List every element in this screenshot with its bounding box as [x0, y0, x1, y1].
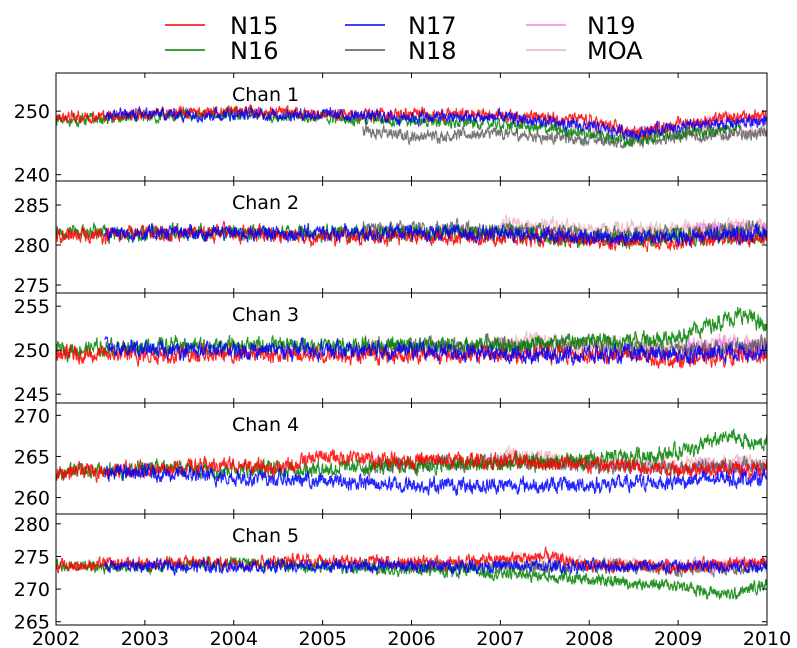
- y-tick-label: 260: [14, 488, 50, 510]
- x-tick-label: 2005: [298, 628, 346, 648]
- y-tick-label: 285: [14, 195, 50, 217]
- panel-label: Chan 4: [232, 414, 299, 436]
- panel-1: 240 250 Chan 1: [14, 72, 768, 187]
- y-tick-label: 280: [14, 514, 50, 536]
- x-tick-label: 2009: [654, 628, 702, 648]
- panel-3: 245 250 255 Chan 3: [14, 292, 768, 406]
- series-n19-panel-2: [686, 219, 767, 239]
- panel-4: 260 265 270 Chan 4: [14, 402, 768, 515]
- x-tick-label: 2006: [387, 628, 435, 648]
- legend-label-n18: N18: [408, 37, 457, 65]
- x-tick-label: 2007: [476, 628, 524, 648]
- legend-label-n19: N19: [587, 12, 636, 40]
- x-tick-label: 2004: [210, 628, 258, 648]
- panel-label: Chan 3: [232, 304, 299, 326]
- series-n18-panel-4: [362, 451, 767, 479]
- y-tick-label: 275: [14, 275, 50, 297]
- y-tick-label: 255: [14, 296, 50, 318]
- series-n17-panel-3: [104, 336, 767, 366]
- panel-label: Chan 1: [232, 84, 299, 106]
- y-tick-label: 250: [14, 340, 50, 362]
- x-axis: 2002 2003 2004 2005 2006 2007 2008 2009 2010: [32, 628, 791, 648]
- series-n15-panel-3: [56, 343, 767, 369]
- series-n17-panel-2: [104, 222, 767, 248]
- series-n17-panel-5: [104, 557, 767, 576]
- y-tick-label: 270: [14, 405, 50, 427]
- y-tick-label: 280: [14, 235, 50, 257]
- legend-label-n15: N15: [230, 12, 279, 40]
- panel-frame: [55, 402, 768, 515]
- legend-label-n17: N17: [408, 12, 457, 40]
- panel-5: 265 270 275 280 Chan 5: [14, 513, 768, 634]
- y-tick-label: 240: [14, 165, 50, 187]
- y-tick-label: 265: [14, 612, 50, 634]
- panel-label: Chan 2: [232, 192, 299, 214]
- x-tick-label: 2002: [32, 628, 80, 648]
- legend-label-moa: MOA: [587, 37, 643, 65]
- series-n17-panel-1: [104, 105, 767, 142]
- panel-2: 275 280 285 Chan 2: [14, 180, 768, 297]
- series-n15-panel-4: [56, 449, 767, 483]
- y-tick-label: 245: [14, 384, 50, 406]
- panel-label: Chan 5: [232, 525, 299, 547]
- legend-label-n16: N16: [230, 37, 279, 65]
- y-tick-label: 250: [14, 101, 50, 123]
- y-tick-label: 270: [14, 579, 50, 601]
- y-tick-label: 275: [14, 546, 50, 568]
- x-tick-label: 2003: [121, 628, 169, 648]
- chart-panels: 240 250 Chan 1 275 280 285 Chan 2 245 250 255 Chan…: [14, 72, 768, 634]
- series-n17-panel-4: [104, 462, 767, 496]
- series-n18-panel-1: [362, 124, 767, 149]
- y-tick-label: 265: [14, 446, 50, 468]
- x-tick-label: 2008: [565, 628, 613, 648]
- x-tick-label: 2010: [743, 628, 791, 648]
